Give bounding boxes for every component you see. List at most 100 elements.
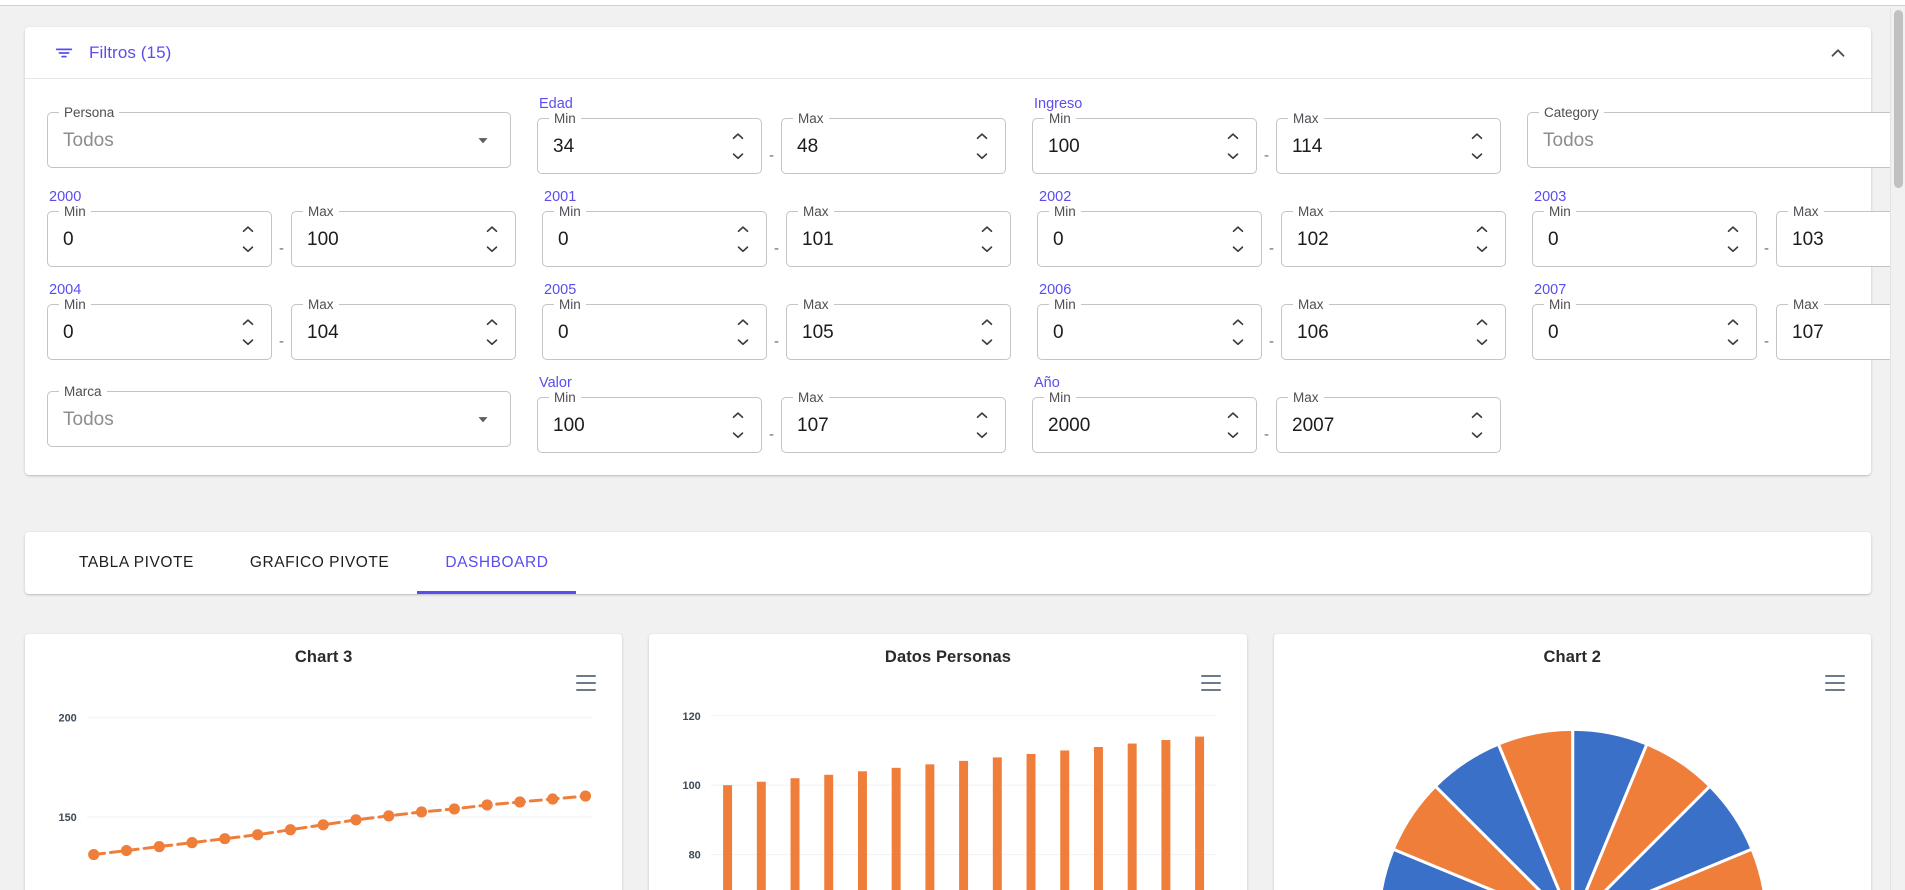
filter-edad-min-stepper[interactable] xyxy=(721,123,755,169)
filter-2005-max[interactable]: Max 105 xyxy=(786,297,1011,360)
filter-2004-min-stepper[interactable] xyxy=(231,309,265,355)
stepper-up-icon[interactable] xyxy=(970,127,994,145)
stepper-down-icon[interactable] xyxy=(970,426,994,444)
filter-2006-min-stepper[interactable] xyxy=(1221,309,1255,355)
stepper-down-icon[interactable] xyxy=(1721,333,1745,351)
tab-dashboard[interactable]: DASHBOARD xyxy=(417,532,577,594)
stepper-up-icon[interactable] xyxy=(1226,313,1250,331)
stepper-down-icon[interactable] xyxy=(731,333,755,351)
filter-a-o-max[interactable]: Max 2007 xyxy=(1276,390,1501,453)
filter-ingreso-max-stepper[interactable] xyxy=(1460,123,1494,169)
stepper-down-icon[interactable] xyxy=(480,333,504,351)
stepper-up-icon[interactable] xyxy=(1226,220,1250,238)
stepper-up-icon[interactable] xyxy=(1470,220,1494,238)
filter-2001-min[interactable]: Min 0 xyxy=(542,204,767,267)
stepper-down-icon[interactable] xyxy=(1226,333,1250,351)
filter-valor-min[interactable]: Min 100 xyxy=(537,390,762,453)
stepper-up-icon[interactable] xyxy=(726,406,750,424)
filter-ingreso-min[interactable]: Min 100 xyxy=(1032,111,1257,174)
filter-2005-min-stepper[interactable] xyxy=(726,309,760,355)
stepper-down-icon[interactable] xyxy=(1221,426,1245,444)
stepper-down-icon[interactable] xyxy=(726,147,750,165)
filter-2003-max[interactable]: Max 103 xyxy=(1776,204,1905,267)
filter-2004-max-stepper[interactable] xyxy=(475,309,509,355)
page-scrollbar[interactable] xyxy=(1890,8,1905,890)
filter-2003-min-stepper[interactable] xyxy=(1716,216,1750,262)
stepper-up-icon[interactable] xyxy=(1721,313,1745,331)
filter-edad-min[interactable]: Min 34 xyxy=(537,111,762,174)
filter-edad-max[interactable]: Max 48 xyxy=(781,111,1006,174)
filter-category-select[interactable]: Category Todos xyxy=(1527,105,1905,168)
stepper-up-icon[interactable] xyxy=(975,313,999,331)
filter-marca-select[interactable]: Marca Todos xyxy=(47,384,511,447)
filter-valor-max-stepper[interactable] xyxy=(965,402,999,448)
filters-header[interactable]: Filtros (15) xyxy=(25,27,1871,79)
filter-2002-min-stepper[interactable] xyxy=(1221,216,1255,262)
stepper-up-icon[interactable] xyxy=(236,220,260,238)
filter-2007-min-stepper[interactable] xyxy=(1716,309,1750,355)
hamburger-menu-icon[interactable] xyxy=(1824,675,1845,691)
filter-a-o-min-stepper[interactable] xyxy=(1216,402,1250,448)
filter-2003-min[interactable]: Min 0 xyxy=(1532,204,1757,267)
filter-2002-min[interactable]: Min 0 xyxy=(1037,204,1262,267)
chevron-down-icon[interactable] xyxy=(466,410,500,428)
stepper-up-icon[interactable] xyxy=(731,220,755,238)
filter-2002-max-stepper[interactable] xyxy=(1465,216,1499,262)
filter-2000-min[interactable]: Min 0 xyxy=(47,204,272,267)
filter-2002-max[interactable]: Max 102 xyxy=(1281,204,1506,267)
stepper-up-icon[interactable] xyxy=(1465,127,1489,145)
stepper-down-icon[interactable] xyxy=(1470,240,1494,258)
filter-2005-min[interactable]: Min 0 xyxy=(542,297,767,360)
stepper-down-icon[interactable] xyxy=(236,333,260,351)
hamburger-menu-icon[interactable] xyxy=(576,675,597,691)
stepper-down-icon[interactable] xyxy=(731,240,755,258)
filter-2001-max-stepper[interactable] xyxy=(970,216,1004,262)
tab-tabla-pivote[interactable]: TABLA PIVOTE xyxy=(51,532,222,594)
filter-ingreso-max[interactable]: Max 114 xyxy=(1276,111,1501,174)
stepper-up-icon[interactable] xyxy=(1221,127,1245,145)
filter-valor-min-stepper[interactable] xyxy=(721,402,755,448)
filter-2000-max-stepper[interactable] xyxy=(475,216,509,262)
filter-2004-max[interactable]: Max 104 xyxy=(291,297,516,360)
stepper-up-icon[interactable] xyxy=(726,127,750,145)
stepper-up-icon[interactable] xyxy=(480,313,504,331)
filter-2006-max-stepper[interactable] xyxy=(1465,309,1499,355)
stepper-down-icon[interactable] xyxy=(236,240,260,258)
tab-grafico-pivote[interactable]: GRAFICO PIVOTE xyxy=(222,532,417,594)
stepper-up-icon[interactable] xyxy=(975,220,999,238)
stepper-down-icon[interactable] xyxy=(480,240,504,258)
stepper-up-icon[interactable] xyxy=(970,406,994,424)
stepper-up-icon[interactable] xyxy=(236,313,260,331)
stepper-down-icon[interactable] xyxy=(970,147,994,165)
filter-2006-max[interactable]: Max 106 xyxy=(1281,297,1506,360)
stepper-up-icon[interactable] xyxy=(480,220,504,238)
stepper-down-icon[interactable] xyxy=(1465,147,1489,165)
stepper-down-icon[interactable] xyxy=(1226,240,1250,258)
hamburger-menu-icon[interactable] xyxy=(1200,675,1221,691)
stepper-down-icon[interactable] xyxy=(1221,147,1245,165)
stepper-down-icon[interactable] xyxy=(1465,426,1489,444)
filter-valor-max[interactable]: Max 107 xyxy=(781,390,1006,453)
filter-ingreso-min-stepper[interactable] xyxy=(1216,123,1250,169)
page-scrollbar-thumb[interactable] xyxy=(1894,10,1903,188)
stepper-down-icon[interactable] xyxy=(975,333,999,351)
stepper-up-icon[interactable] xyxy=(1721,220,1745,238)
filter-persona-select[interactable]: Persona Todos xyxy=(47,105,511,168)
chevron-up-icon[interactable] xyxy=(1823,38,1853,68)
filter-2004-min[interactable]: Min 0 xyxy=(47,297,272,360)
filter-2007-max[interactable]: Max 107 xyxy=(1776,297,1905,360)
stepper-down-icon[interactable] xyxy=(1721,240,1745,258)
stepper-up-icon[interactable] xyxy=(1470,313,1494,331)
stepper-up-icon[interactable] xyxy=(731,313,755,331)
filter-2000-min-stepper[interactable] xyxy=(231,216,265,262)
stepper-down-icon[interactable] xyxy=(1470,333,1494,351)
filter-2007-min[interactable]: Min 0 xyxy=(1532,297,1757,360)
filter-2001-min-stepper[interactable] xyxy=(726,216,760,262)
filter-edad-max-stepper[interactable] xyxy=(965,123,999,169)
stepper-down-icon[interactable] xyxy=(975,240,999,258)
chevron-down-icon[interactable] xyxy=(466,131,500,149)
stepper-up-icon[interactable] xyxy=(1465,406,1489,424)
filter-2006-min[interactable]: Min 0 xyxy=(1037,297,1262,360)
stepper-down-icon[interactable] xyxy=(726,426,750,444)
filter-2000-max[interactable]: Max 100 xyxy=(291,204,516,267)
